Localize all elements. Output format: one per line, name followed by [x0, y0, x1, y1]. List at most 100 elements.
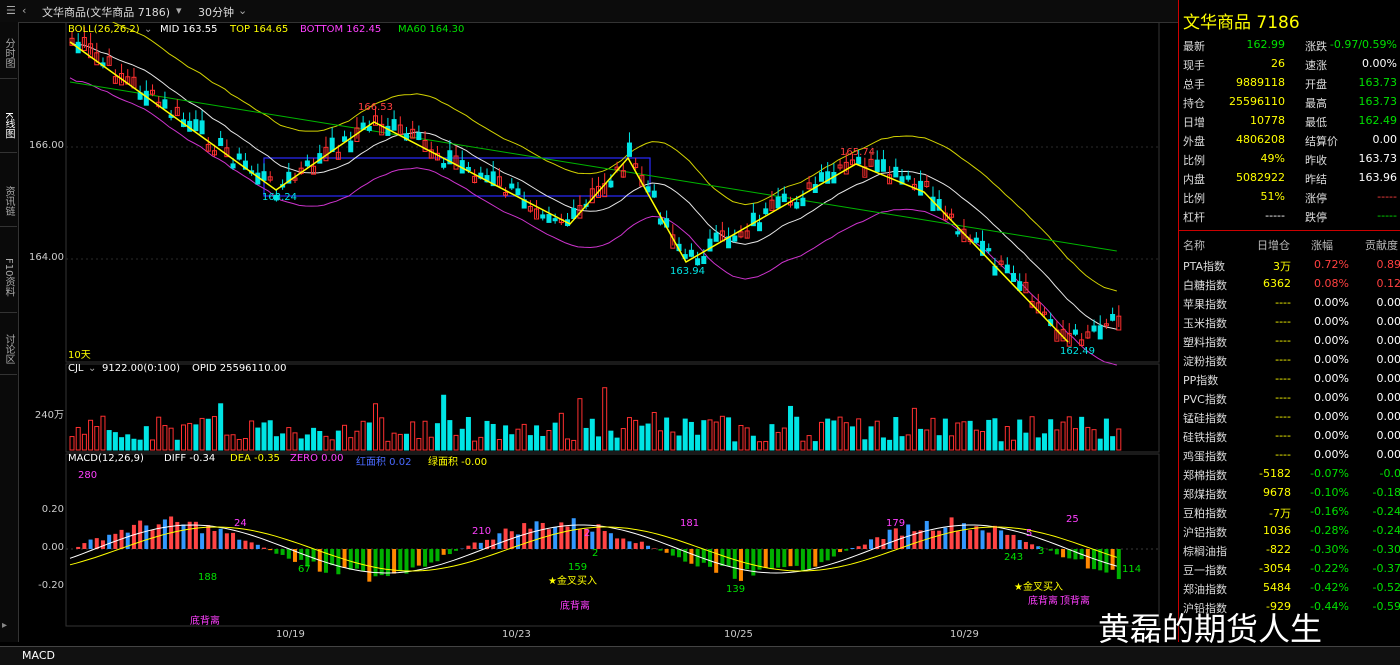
- boll-name[interactable]: BOLL(26,26,2): [68, 24, 140, 35]
- cjl-value: 9122.00(0:100): [102, 363, 180, 374]
- signal-label: 底背离: [190, 612, 220, 627]
- index-row[interactable]: PP指数----0.00%0.00: [1179, 369, 1400, 388]
- menu-icon[interactable]: ☰: [6, 4, 16, 17]
- volume-bar: [535, 426, 539, 450]
- macd-bar: [572, 518, 576, 549]
- volume-bar: [553, 423, 557, 450]
- macd-bar: [454, 549, 458, 551]
- volume-bar: [541, 436, 545, 450]
- volume-bar: [1036, 438, 1040, 450]
- quote-value: 4806208: [1236, 133, 1285, 146]
- watermark: 黄磊的期货人生: [1098, 604, 1322, 650]
- star-icon: ★: [1014, 582, 1023, 593]
- index-row[interactable]: 硅铁指数----0.00%0.00: [1179, 426, 1400, 445]
- signal-label: ★金叉买入: [548, 572, 597, 587]
- index-row[interactable]: 锰硅指数----0.00%0.00: [1179, 407, 1400, 426]
- volume-bar: [869, 427, 873, 450]
- volume-bar: [479, 437, 483, 450]
- tab-f10[interactable]: F10资料: [0, 254, 17, 313]
- index-contrib: -0.0: [1380, 467, 1400, 480]
- kline-chart[interactable]: BOLL(26,26,2) ⌄ MID 163.55 TOP 164.65 BO…: [18, 22, 1160, 628]
- tab-kline[interactable]: K线图: [0, 108, 17, 153]
- index-row[interactable]: PVC指数----0.00%0.00: [1179, 388, 1400, 407]
- macd-bar: [188, 522, 192, 549]
- quote-value: 163.73: [1359, 95, 1398, 108]
- collapse-icon[interactable]: ▸: [2, 620, 7, 631]
- index-inc: 5484: [1263, 581, 1291, 594]
- index-chg: 0.00%: [1314, 448, 1349, 461]
- macd-bar: [423, 549, 427, 567]
- volume-bar: [398, 434, 402, 450]
- macd-name[interactable]: MACD(12,26,9): [68, 453, 144, 464]
- volume-bar: [504, 426, 508, 450]
- candle-body: [516, 189, 520, 195]
- candle-body: [714, 233, 718, 241]
- index-row[interactable]: 玉米指数----0.00%0.00: [1179, 312, 1400, 331]
- volume-bar: [528, 436, 532, 450]
- volume-bar: [243, 439, 247, 450]
- macd-bar: [801, 549, 805, 571]
- candle-body: [219, 138, 223, 145]
- volume-bar: [696, 435, 700, 450]
- quote-label: 涨停: [1305, 190, 1327, 206]
- macd-bar: [720, 549, 724, 566]
- volume-bar: [702, 421, 706, 450]
- tab-discuss[interactable]: 讨论区: [0, 330, 17, 375]
- macd-bar: [807, 549, 811, 569]
- index-row[interactable]: 棕榈油指-822-0.30%-0.30: [1179, 540, 1400, 559]
- instrument-title[interactable]: 文华商品(文华商品 7186): [42, 4, 170, 20]
- index-header: 名称 日增仓 涨幅 贡献度: [1179, 234, 1400, 253]
- macd-bar: [1073, 549, 1077, 559]
- volume-bar: [646, 424, 650, 450]
- index-row[interactable]: 豆粕指数-7万-0.16%-0.24: [1179, 502, 1400, 521]
- period-selector[interactable]: 30分钟: [198, 4, 234, 20]
- volume-bar: [850, 427, 854, 450]
- dropdown-icon[interactable]: ▾: [176, 4, 182, 17]
- back-icon[interactable]: ‹: [22, 4, 26, 17]
- macd-count: 188: [198, 572, 217, 583]
- ma60-value: MA60 164.30: [398, 24, 464, 35]
- volume-bar: [417, 439, 421, 450]
- index-row[interactable]: 鸡蛋指数----0.00%0.00: [1179, 445, 1400, 464]
- macd-bar: [349, 549, 353, 570]
- volume-bar: [838, 417, 842, 450]
- volume-bar: [912, 408, 916, 450]
- volume-bar: [826, 419, 830, 450]
- candle-body: [1111, 315, 1115, 321]
- index-row[interactable]: 苹果指数----0.00%0.00: [1179, 293, 1400, 312]
- volume-bar: [138, 440, 142, 450]
- cjl-dropdown-icon[interactable]: ⌄: [88, 363, 96, 374]
- volume-bar: [888, 440, 892, 450]
- volume-bar: [460, 429, 464, 450]
- tab-intraday[interactable]: 分时图: [0, 34, 17, 79]
- macd-bar: [578, 529, 582, 549]
- macd-bar: [838, 549, 842, 552]
- x-date: 10/25: [724, 629, 753, 640]
- cjl-name[interactable]: CJL: [68, 363, 84, 374]
- quote-label: 开盘: [1305, 76, 1327, 92]
- index-row[interactable]: 郑棉指数-5182-0.07%-0.0: [1179, 464, 1400, 483]
- index-row[interactable]: 豆一指数-3054-0.22%-0.37: [1179, 559, 1400, 578]
- index-row[interactable]: 淀粉指数----0.00%0.00: [1179, 350, 1400, 369]
- x-date: 10/23: [502, 629, 531, 640]
- macd-bar: [566, 526, 570, 549]
- tab-news[interactable]: 资讯链: [0, 182, 17, 227]
- boll-dropdown-icon[interactable]: ⌄: [144, 24, 152, 35]
- tab-macd[interactable]: MACD: [22, 649, 55, 662]
- chevron-down-icon[interactable]: ⌄: [238, 4, 247, 17]
- macd-bar: [590, 532, 594, 549]
- index-inc: ----: [1275, 448, 1291, 461]
- index-name: 玉米指数: [1183, 315, 1227, 331]
- macd-bar: [510, 531, 514, 549]
- volume-bar: [281, 434, 285, 450]
- macd-bar: [950, 517, 954, 549]
- index-row[interactable]: 塑料指数----0.00%0.00: [1179, 331, 1400, 350]
- quote-label: 结算价: [1305, 133, 1338, 149]
- volume-bar: [987, 420, 991, 450]
